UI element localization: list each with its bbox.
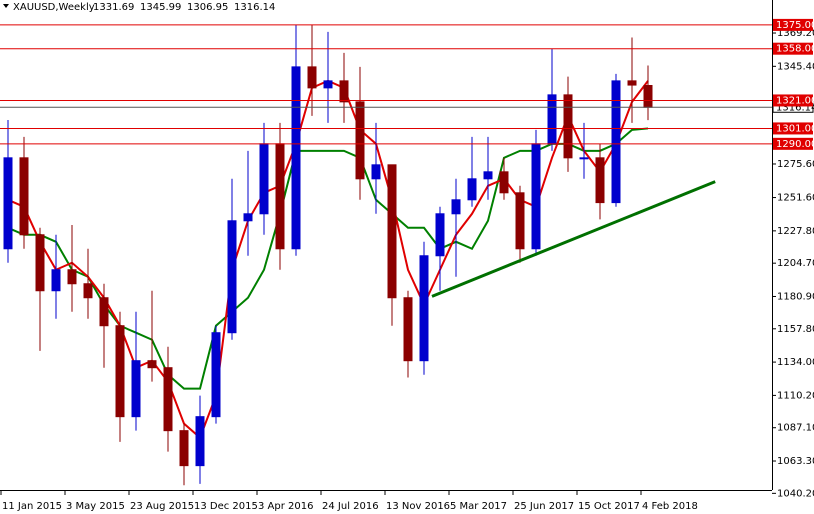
menu-arrow[interactable] xyxy=(3,4,9,8)
level-text: 1375.00 xyxy=(776,20,814,31)
level-box xyxy=(773,137,813,150)
candle-body xyxy=(355,101,365,180)
candle-body xyxy=(435,213,445,257)
x-tick-label: 4 Feb 2018 xyxy=(642,501,698,512)
candle-body xyxy=(291,66,301,250)
candle-body xyxy=(131,360,141,418)
x-tick-label: 3 May 2015 xyxy=(66,501,125,512)
candle-body xyxy=(371,164,381,180)
bar-low: 1306.95 xyxy=(187,2,228,13)
candle-body xyxy=(3,157,13,250)
y-tick-label: 1040.20 xyxy=(777,488,814,499)
level-box xyxy=(773,94,813,107)
y-tick-label: 1063.30 xyxy=(777,456,814,467)
candle-body xyxy=(67,269,77,285)
candle-body xyxy=(339,80,349,103)
current-price-label: 1316.14 xyxy=(776,102,814,113)
level-label: 1290.00 xyxy=(773,137,814,150)
candle-body xyxy=(35,234,45,292)
level-text: 1358.00 xyxy=(776,44,814,55)
candle-body xyxy=(419,255,429,362)
candle-body xyxy=(227,220,237,334)
y-tick-label: 1134.00 xyxy=(777,357,814,368)
candle-body xyxy=(483,171,493,180)
level-text: 1321.00 xyxy=(776,95,814,106)
bar-open: 1331.69 xyxy=(93,2,134,13)
candle-body xyxy=(467,178,477,201)
candle-body xyxy=(627,80,637,86)
x-tick-label: 13 Dec 2015 xyxy=(194,501,258,512)
candle-body xyxy=(19,157,29,236)
candle-body xyxy=(451,199,461,215)
candle-body xyxy=(595,157,605,204)
level-label: 1375.00 xyxy=(773,18,814,31)
candle-body xyxy=(563,94,573,159)
bar-high: 1345.99 xyxy=(140,2,181,13)
bar-close: 1316.14 xyxy=(234,2,275,13)
x-tick-label: 24 Jul 2016 xyxy=(322,501,379,512)
candle-body xyxy=(147,360,157,369)
candle-body xyxy=(51,269,61,292)
y-tick-label: 1180.90 xyxy=(777,291,814,302)
candle-body xyxy=(387,164,397,299)
level-label: 1321.00 xyxy=(773,94,814,107)
y-tick-label: 1227.80 xyxy=(777,226,814,237)
x-tick-label: 11 Jan 2015 xyxy=(2,501,62,512)
candle-body xyxy=(403,297,413,362)
symbol-title: XAUUSD,Weekly xyxy=(13,2,95,13)
candle-body xyxy=(323,80,333,89)
level-box xyxy=(773,18,813,31)
level-label: 1358.00 xyxy=(773,42,814,55)
candle-body xyxy=(211,332,221,418)
level-label: 1301.00 xyxy=(773,122,814,134)
x-tick-label: 13 Nov 2016 xyxy=(386,501,450,512)
candle-body xyxy=(515,192,525,250)
x-tick-label: 3 Apr 2016 xyxy=(258,501,313,512)
candle-body xyxy=(307,66,317,89)
candle-body xyxy=(259,143,269,215)
level-box xyxy=(773,122,813,135)
y-tick-label: 1087.10 xyxy=(777,423,814,434)
candle-body xyxy=(531,143,541,250)
candle-body xyxy=(195,416,205,467)
level-box xyxy=(773,42,813,55)
x-tick-label: 25 Jun 2017 xyxy=(514,501,574,512)
y-tick-label: 1369.20 xyxy=(777,28,814,39)
x-tick-label: 5 Mar 2017 xyxy=(450,501,507,512)
level-text: 1290.00 xyxy=(776,139,814,150)
candle-body xyxy=(499,171,509,194)
candle-body xyxy=(547,94,557,145)
y-tick-label: 1345.40 xyxy=(777,61,814,72)
y-tick-label: 1251.60 xyxy=(777,193,814,204)
candle-body xyxy=(611,80,621,204)
candle-body xyxy=(83,283,93,299)
y-tick-label: 1204.70 xyxy=(777,258,814,269)
candle-body xyxy=(579,157,589,160)
y-tick-label: 1275.60 xyxy=(777,159,814,170)
candle-body xyxy=(115,325,125,418)
x-tick-label: 15 Oct 2017 xyxy=(578,501,640,512)
candle-body xyxy=(243,213,253,222)
y-tick-label: 1110.20 xyxy=(777,390,814,401)
candle-body xyxy=(163,367,173,432)
candle-body xyxy=(179,430,189,467)
kijun-line xyxy=(7,127,649,390)
candle-body xyxy=(275,143,285,250)
x-tick-label: 23 Aug 2015 xyxy=(130,501,194,512)
level-text: 1301.00 xyxy=(776,123,814,134)
candle-body xyxy=(99,297,109,327)
trendline xyxy=(431,180,716,298)
candle-body xyxy=(643,85,653,108)
y-tick-label: 1157.80 xyxy=(777,324,814,335)
